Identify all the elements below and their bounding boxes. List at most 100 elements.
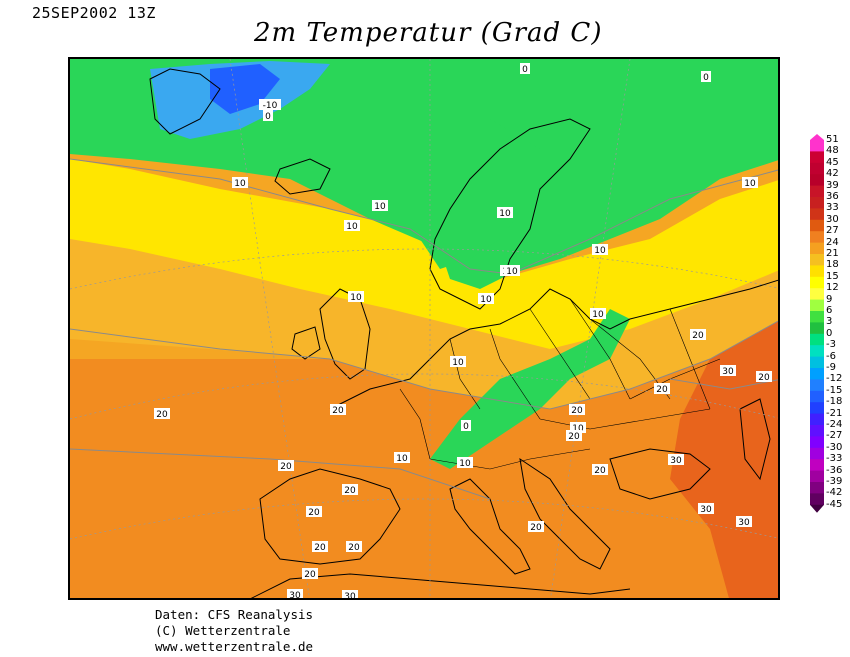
date-label: 25SEP2002 13Z — [32, 4, 156, 22]
contour-label: 10 — [742, 177, 758, 189]
colorbar-swatch — [810, 333, 824, 346]
contour-label: 20 — [566, 430, 582, 442]
colorbar-swatch — [810, 151, 824, 164]
colorbar-swatch — [810, 459, 824, 471]
contour-label: 10 — [348, 291, 364, 303]
svg-text:30: 30 — [670, 456, 682, 466]
colorbar-swatch — [810, 299, 824, 312]
contour-label: 10 — [504, 265, 520, 277]
colorbar-swatch — [810, 208, 824, 221]
colorbar-level-label: 6 — [826, 305, 833, 316]
hot-field-south — [70, 359, 778, 598]
iberia-coast — [259, 468, 401, 565]
scandinavia-green — [420, 119, 540, 269]
iceland-coast — [274, 158, 331, 195]
colorbar-swatch — [810, 379, 824, 392]
colorbar-level-label: 39 — [826, 179, 839, 191]
svg-text:10: 10 — [592, 310, 604, 320]
caspian-coast — [739, 398, 771, 481]
svg-text:30: 30 — [344, 592, 356, 600]
colorbar-swatch — [810, 493, 824, 506]
svg-text:10: 10 — [594, 246, 606, 256]
svg-text:20: 20 — [314, 543, 326, 553]
svg-text:30: 30 — [289, 591, 301, 600]
colorbar-level-label: -45 — [826, 498, 843, 510]
colorbar-level-label: 30 — [826, 213, 839, 225]
colorbar-level-label: 42 — [826, 168, 839, 180]
svg-text:20: 20 — [656, 385, 668, 395]
colorbar-level-label: -9 — [826, 362, 836, 373]
colorbar-level-label: 3 — [826, 316, 833, 328]
svg-text:20: 20 — [156, 410, 168, 420]
svg-text:20: 20 — [530, 523, 542, 533]
greenland-very-cold — [210, 64, 280, 114]
credits-data-source: Daten: CFS Reanalysis — [155, 607, 314, 622]
map-canvas — [70, 59, 778, 598]
colorbar-level-label: 12 — [826, 282, 839, 294]
svg-text:20: 20 — [344, 486, 356, 496]
contour-label: 30 — [720, 365, 736, 377]
contour-label: 20 — [346, 541, 362, 553]
colorbar-level-label: -39 — [826, 476, 843, 487]
contour-label: 10 — [570, 422, 586, 434]
contour-label: 10 — [344, 220, 360, 232]
svg-text:30: 30 — [722, 367, 734, 377]
colorbar-level-label: -42 — [826, 487, 843, 499]
svg-text:10: 10 — [506, 267, 518, 277]
colorbar-level-label: -12 — [826, 373, 843, 385]
contour-label: 10 — [372, 200, 388, 212]
contour-label: 0 — [263, 110, 273, 122]
colorbar-swatch — [810, 402, 824, 414]
svg-text:0: 0 — [703, 73, 709, 83]
colorbar-swatch — [810, 254, 824, 266]
contour-label: 30 — [736, 516, 752, 528]
svg-text:10: 10 — [350, 293, 362, 303]
contour-label: 30 — [287, 589, 303, 600]
contour-label: 10 — [232, 177, 248, 189]
colorbar-swatch — [810, 482, 824, 494]
colorbar-swatch — [810, 219, 824, 232]
contour-label: 10 — [592, 244, 608, 256]
cool-field — [70, 159, 778, 349]
contour-label: 30 — [668, 454, 684, 466]
colorbar-swatch — [810, 413, 824, 426]
black-sea-coast — [609, 448, 711, 500]
colorbar-level-label: -6 — [826, 350, 836, 362]
colorbar-swatch — [810, 470, 824, 483]
svg-text:20: 20 — [758, 373, 770, 383]
colorbar-swatch — [810, 288, 824, 300]
colorbar-level-label: 24 — [826, 236, 839, 248]
svg-text:20: 20 — [571, 406, 583, 416]
svg-text:10: 10 — [452, 358, 464, 368]
colorbar-level-label: 33 — [826, 202, 839, 214]
colorbar-swatch — [810, 447, 824, 460]
contour-label: 10 — [450, 356, 466, 368]
svg-text:20: 20 — [308, 508, 320, 518]
svg-text:10: 10 — [459, 459, 471, 469]
colorbar — [810, 134, 824, 513]
svg-text:20: 20 — [568, 432, 580, 442]
credits-url[interactable]: www.wetterzentrale.de — [155, 639, 314, 654]
contour-label: 20 — [342, 484, 358, 496]
contour-label: 20 — [154, 408, 170, 420]
svg-text:10: 10 — [480, 295, 492, 305]
contour-label: 10 — [457, 457, 473, 469]
contour-label: 20 — [278, 460, 294, 472]
colorbar-level-label: 0 — [826, 327, 833, 339]
colorbar-bottom-arrow — [810, 504, 824, 513]
svg-text:10: 10 — [499, 209, 511, 219]
colorbar-level-label: 9 — [826, 293, 833, 305]
colorbar-swatch — [810, 197, 824, 209]
svg-text:10: 10 — [396, 454, 408, 464]
italy-coast — [449, 478, 531, 575]
balkans-coast — [519, 457, 611, 570]
colorbar-level-label: 15 — [826, 270, 839, 282]
svg-text:20: 20 — [304, 570, 316, 580]
svg-text:10: 10 — [572, 424, 584, 434]
north-coast — [329, 279, 778, 410]
contour-label: 20 — [690, 329, 706, 341]
alps-green-band — [430, 309, 630, 469]
colorbar-level-label: -24 — [826, 419, 843, 430]
contour-label: 30 — [698, 503, 714, 515]
svg-text:30: 30 — [700, 505, 712, 515]
